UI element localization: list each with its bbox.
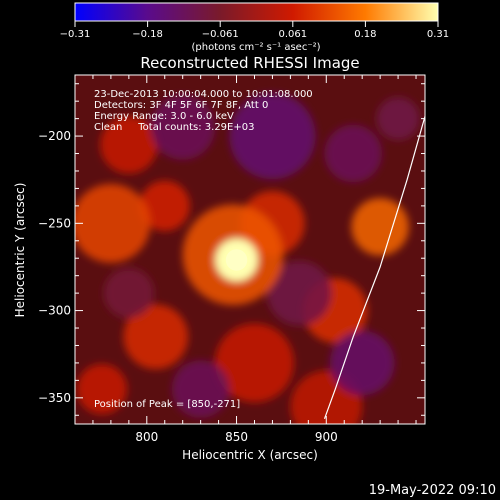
negative-flux-blob [103,267,154,319]
x-tick-label: 900 [315,430,338,444]
colorbar-tick-label: −0.31 [60,29,91,40]
negative-flux-blob [229,92,316,180]
y-axis-label: Heliocentric Y (arcsec) [13,183,27,318]
positive-flux-blob [139,180,190,232]
positive-flux-blob [351,198,409,256]
info-detectors: Detectors: 3F 4F 5F 6F 7F 8F, Att 0 [94,100,268,111]
y-tick-label: −350 [38,391,71,405]
info-clean: Clean Total counts: 3.29E+03 [94,122,254,133]
colorbar-bar [74,2,439,22]
colorbar-tick-label: −0.061 [202,29,239,40]
footer-date: 19-May-2022 09:10 [369,483,496,498]
axis-ticks: 800 850 900 −200 −250 −300 −350 [38,75,425,444]
x-tick-label: 800 [135,430,158,444]
info-energy: Energy Range: 3.0 - 6.0 keV [94,111,234,122]
chart-title: Reconstructed RHESSI Image [140,54,359,72]
x-tick-label: 850 [225,430,248,444]
positive-flux-blob [100,116,158,174]
y-tick-label: −300 [38,304,71,318]
negative-flux-blob [324,124,382,183]
positive-flux-blob [75,183,151,263]
negative-flux-blob [150,95,215,160]
peak-position-label: Position of Peak = [850,-271] [94,399,240,410]
negative-flux-blob [267,260,332,326]
colorbar-unit-label: (photons cm⁻² s⁻¹ asec⁻²) [191,42,320,53]
positive-flux-blob [76,363,128,415]
positive-flux-blob [123,304,189,370]
colorbar-tick-label: −0.18 [132,29,163,40]
peak-core [225,249,248,271]
x-axis-label: Heliocentric X (arcsec) [182,448,318,462]
colorbar-tick-label: 0.18 [354,29,376,40]
solar-limb-curve [323,114,425,420]
plot-frame [74,74,426,425]
colorbar: −0.31 −0.18 −0.061 0.061 0.18 0.31 (photons c… [60,2,449,53]
negative-flux-blob [329,330,395,396]
negative-flux-blob [376,97,420,141]
positive-flux-blob [215,323,294,403]
heatmap-blobs [75,92,420,424]
y-tick-label: −250 [38,216,71,230]
negative-flux-blob [171,360,230,418]
colorbar-tick-label: 0.31 [427,29,449,40]
y-tick-label: −200 [38,129,71,143]
colorbar-ticks: −0.31 −0.18 −0.061 0.061 0.18 0.31 [60,21,449,40]
info-time: 23-Dec-2013 10:00:04.000 to 10:01:08.000 [94,89,313,100]
colorbar-tick-label: 0.061 [278,29,307,40]
heatmap-area [75,75,425,424]
info-block: 23-Dec-2013 10:00:04.000 to 10:01:08.000… [94,89,313,133]
